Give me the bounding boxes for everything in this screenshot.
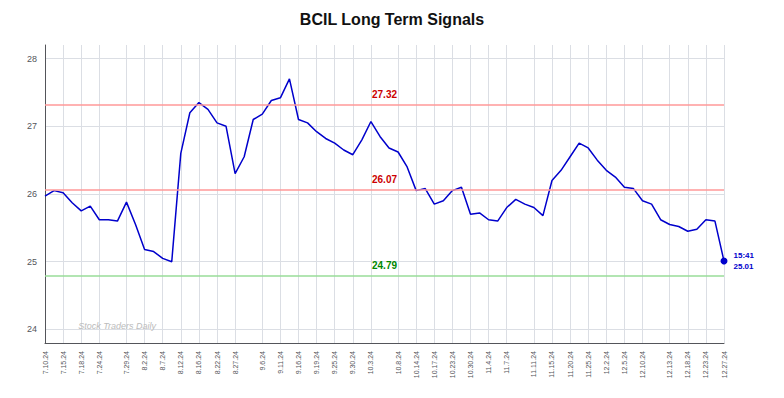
svg-text:9.25.24: 9.25.24 [331, 351, 338, 374]
svg-text:11.7.24: 11.7.24 [503, 351, 510, 374]
svg-text:28: 28 [27, 54, 37, 64]
svg-text:7.15.24: 7.15.24 [60, 351, 67, 374]
svg-text:9.16.24: 9.16.24 [295, 351, 302, 374]
svg-text:8.12.24: 8.12.24 [177, 351, 184, 374]
svg-text:9.6.24: 9.6.24 [259, 351, 266, 371]
svg-text:7.18.24: 7.18.24 [78, 351, 85, 374]
svg-text:10.14.24: 10.14.24 [413, 351, 420, 378]
svg-text:26.07: 26.07 [372, 174, 397, 185]
svg-text:24: 24 [27, 324, 37, 334]
svg-text:10.8.24: 10.8.24 [395, 351, 402, 374]
svg-text:8.27.24: 8.27.24 [232, 351, 239, 374]
svg-text:12.5.24: 12.5.24 [621, 351, 628, 374]
svg-text:26: 26 [27, 189, 37, 199]
svg-text:9.11.24: 9.11.24 [277, 351, 284, 374]
svg-text:10.3.24: 10.3.24 [367, 351, 374, 374]
svg-text:8.7.24: 8.7.24 [159, 351, 166, 371]
svg-text:12.13.24: 12.13.24 [666, 351, 673, 378]
svg-text:8.2.24: 8.2.24 [141, 351, 148, 371]
svg-text:25.01: 25.01 [734, 262, 755, 271]
svg-text:25: 25 [27, 257, 37, 267]
svg-text:11.25.24: 11.25.24 [585, 351, 592, 378]
svg-text:24.79: 24.79 [372, 260, 397, 271]
svg-text:9.19.24: 9.19.24 [313, 351, 320, 374]
svg-text:Stock Traders Daily: Stock Traders Daily [78, 321, 156, 331]
svg-text:10.30.24: 10.30.24 [467, 351, 474, 378]
svg-text:7.10.24: 7.10.24 [42, 351, 49, 374]
svg-text:12.23.24: 12.23.24 [702, 351, 709, 378]
svg-text:8.22.24: 8.22.24 [214, 351, 221, 374]
svg-text:12.2.24: 12.2.24 [603, 351, 610, 374]
svg-text:8.16.24: 8.16.24 [195, 351, 202, 374]
svg-text:11.11.24: 11.11.24 [530, 351, 537, 377]
svg-text:27.32: 27.32 [372, 89, 397, 100]
svg-text:12.10.24: 12.10.24 [639, 351, 646, 378]
svg-text:BCIL Long Term Signals: BCIL Long Term Signals [300, 11, 484, 28]
svg-text:9.30.24: 9.30.24 [349, 351, 356, 374]
svg-text:12.27.24: 12.27.24 [721, 351, 728, 378]
svg-text:7.24.24: 7.24.24 [96, 351, 103, 374]
svg-text:11.4.24: 11.4.24 [485, 351, 492, 374]
svg-text:11.20.24: 11.20.24 [567, 351, 574, 378]
svg-text:11.15.24: 11.15.24 [548, 351, 555, 378]
svg-text:10.23.24: 10.23.24 [449, 351, 456, 378]
svg-text:15:41: 15:41 [734, 251, 755, 260]
svg-text:12.18.24: 12.18.24 [684, 351, 691, 378]
svg-text:7.29.24: 7.29.24 [123, 351, 130, 374]
svg-text:27: 27 [27, 121, 37, 131]
svg-text:10.17.24: 10.17.24 [431, 351, 438, 378]
